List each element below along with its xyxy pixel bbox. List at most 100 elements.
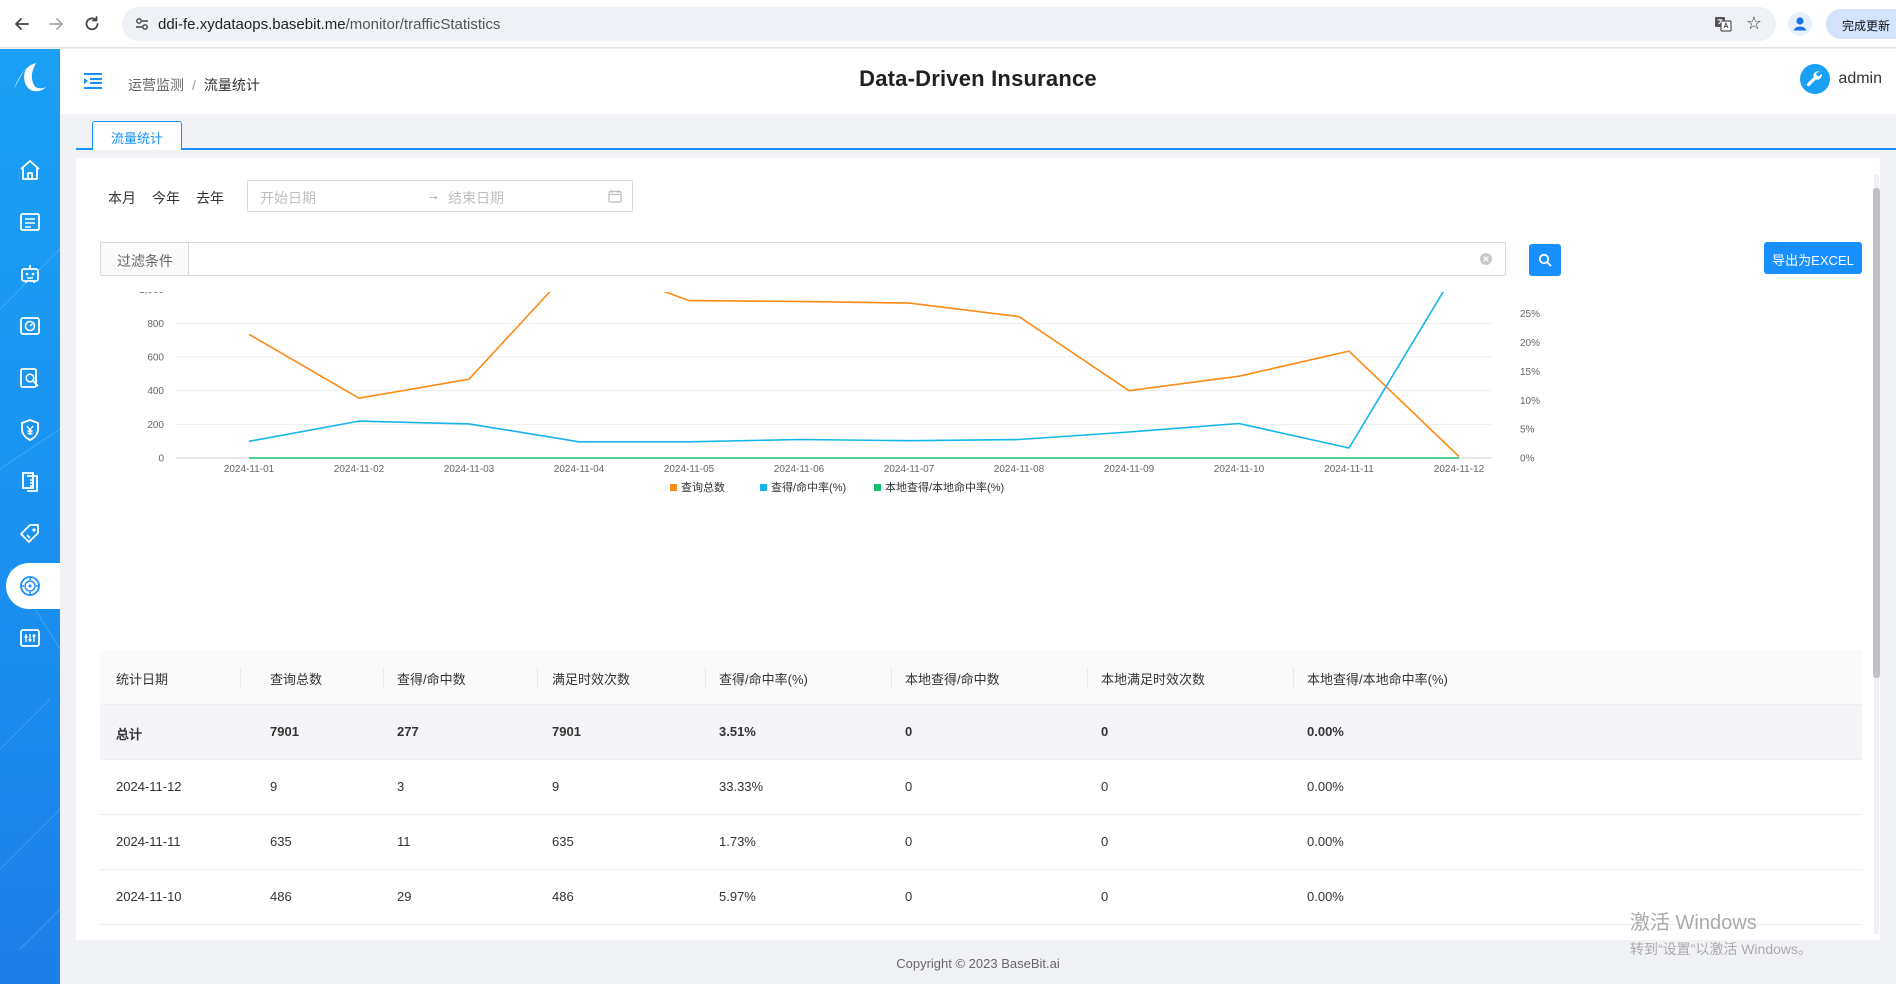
table-cell: 7901 (552, 724, 581, 739)
sidebar-item-monitor[interactable] (0, 301, 60, 351)
home-icon (20, 160, 40, 180)
table-cell: 0 (905, 779, 913, 794)
column-header: 查得/命中数 (397, 672, 466, 687)
sidebar-item-home[interactable] (0, 145, 60, 195)
table-cell: 11 (397, 834, 411, 849)
watermark-line2: 转到“设置”以激活 Windows。 (1630, 941, 1813, 957)
column-divider (537, 667, 538, 689)
table-cell: 486 (552, 889, 574, 904)
table-cell: 0.00% (1307, 889, 1344, 904)
site-settings-icon[interactable] (134, 16, 150, 32)
document-list-icon (20, 213, 40, 231)
y-left-tick-label: 400 (147, 386, 164, 397)
sidebar-item-tags[interactable] (0, 509, 60, 559)
translate-icon[interactable] (1714, 15, 1732, 33)
forward-arrow-icon[interactable] (44, 12, 68, 36)
clear-circle-icon[interactable] (1479, 252, 1493, 266)
table-row: 2024-11-09400184004.50%000.00% (100, 925, 1862, 940)
x-tick-label: 2024-11-07 (884, 464, 935, 475)
table-cell: 0 (905, 834, 913, 849)
range-this-month[interactable]: 本月 (108, 190, 136, 206)
browser-update-button[interactable]: 完成更新 (1826, 9, 1896, 39)
legend-swatch[interactable] (874, 484, 881, 491)
column-header: 满足时效次数 (552, 672, 631, 687)
profile-avatar-icon[interactable] (1788, 12, 1812, 36)
bookmark-star-icon[interactable]: ☆ (1745, 13, 1762, 33)
table-cell: 3.51% (719, 724, 756, 739)
x-tick-label: 2024-11-08 (994, 464, 1045, 475)
table-cell: 2024-11-12 (116, 779, 182, 794)
user-avatar-wrench-icon (1800, 64, 1831, 94)
robot-icon (21, 265, 39, 283)
legend-label[interactable]: 本地查得/本地命中率(%) (885, 480, 1004, 494)
range-arrow: → (426, 187, 440, 203)
legend-label[interactable]: 查询总数 (681, 480, 725, 494)
sidebar-item-settings[interactable] (0, 613, 60, 663)
sidebar-item-traffic-monitor[interactable] (0, 561, 60, 611)
y-right-tick-label: 25% (1520, 309, 1540, 320)
legend-label[interactable]: 查得/命中率(%) (771, 480, 846, 494)
compass-icon (20, 576, 40, 596)
table-cell: 0 (905, 724, 913, 739)
gauge-icon (20, 317, 40, 335)
app-header: 运营监测 / 流量统计 Data-Driven Insurance admin (60, 49, 1896, 114)
column-divider (705, 667, 706, 689)
shield-yen-icon (21, 419, 39, 441)
legend-swatch[interactable] (670, 484, 677, 491)
footer-copyright: Copyright © 2023 BaseBit.ai (896, 956, 1060, 971)
column-header: 查询总数 (270, 672, 323, 687)
breadcrumb-parent[interactable]: 运营监测 (128, 77, 184, 93)
filter-input[interactable] (190, 243, 1480, 275)
scrollbar-thumb[interactable] (1873, 188, 1880, 678)
y-right-tick-label: 10% (1520, 396, 1540, 407)
tab-traffic-statistics[interactable]: 流量统计 (92, 121, 182, 150)
table-cell: 0.00% (1307, 779, 1344, 794)
sidebar-item-data[interactable] (0, 197, 60, 247)
watermark-line1: 激活 Windows (1630, 912, 1757, 934)
x-tick-label: 2024-11-06 (774, 464, 825, 475)
page-title: Data-Driven Insurance (859, 66, 1097, 91)
reload-icon[interactable] (80, 12, 104, 36)
range-this-year[interactable]: 今年 (152, 190, 180, 206)
statistics-table: 统计日期 查询总数 查得/命中数 满足时效次数 查得/命中率(%) 本地查得/命中数 本地满… (100, 650, 1862, 940)
sidebar-item-robot[interactable] (0, 249, 60, 299)
browser-toolbar: ddi-fe.xydataops.basebit.me/monitor/traf… (0, 0, 1896, 48)
menu-toggle-icon[interactable] (82, 71, 104, 91)
sidebar-item-search[interactable] (0, 353, 60, 403)
search-button[interactable] (1529, 244, 1561, 276)
traffic-line-chart: 02004006008001,0001,2000%5%10%15%20%25%3… (139, 292, 1540, 494)
series-line-1 (248, 292, 1445, 449)
address-bar[interactable]: ddi-fe.xydataops.basebit.me/monitor/traf… (122, 7, 1776, 41)
table-cell: 0 (1101, 834, 1109, 849)
app-logo-icon[interactable] (10, 59, 50, 95)
user-menu[interactable]: admin (1800, 64, 1882, 94)
legend-swatch[interactable] (760, 484, 767, 491)
y-right-tick-label: 5% (1520, 425, 1535, 436)
export-excel-button[interactable]: 导出为EXCEL (1764, 242, 1862, 274)
column-divider (1293, 667, 1294, 689)
user-name: admin (1838, 70, 1882, 87)
range-last-year[interactable]: 去年 (196, 190, 224, 206)
table-cell: 1.73% (719, 834, 756, 849)
table-cell: 0 (1101, 779, 1109, 794)
y-right-tick-label: 20% (1520, 338, 1540, 349)
start-date-input[interactable]: 开始日期 (260, 190, 316, 206)
y-right-tick-label: 0% (1520, 454, 1535, 465)
y-left-tick-label: 600 (147, 353, 164, 364)
back-arrow-icon[interactable] (10, 12, 34, 36)
end-date-input[interactable]: 结束日期 (448, 190, 504, 206)
column-divider (240, 667, 241, 689)
x-tick-label: 2024-11-09 (1104, 464, 1155, 475)
table-cell: 29 (397, 889, 412, 904)
sidebar-item-books[interactable] (0, 457, 60, 507)
x-tick-label: 2024-11-10 (1214, 464, 1265, 475)
date-range-picker[interactable]: 开始日期 → 结束日期 (247, 180, 633, 212)
sidebar (0, 49, 60, 984)
sidebar-background-pattern (0, 248, 60, 950)
column-header: 本地查得/命中数 (905, 672, 1000, 687)
sidebar-item-finance[interactable] (0, 405, 60, 455)
table-cell: 486 (270, 889, 292, 904)
table-cell: 9 (552, 779, 560, 794)
vertical-scrollbar[interactable] (1872, 174, 1880, 934)
table-cell: 0.00% (1307, 724, 1344, 739)
